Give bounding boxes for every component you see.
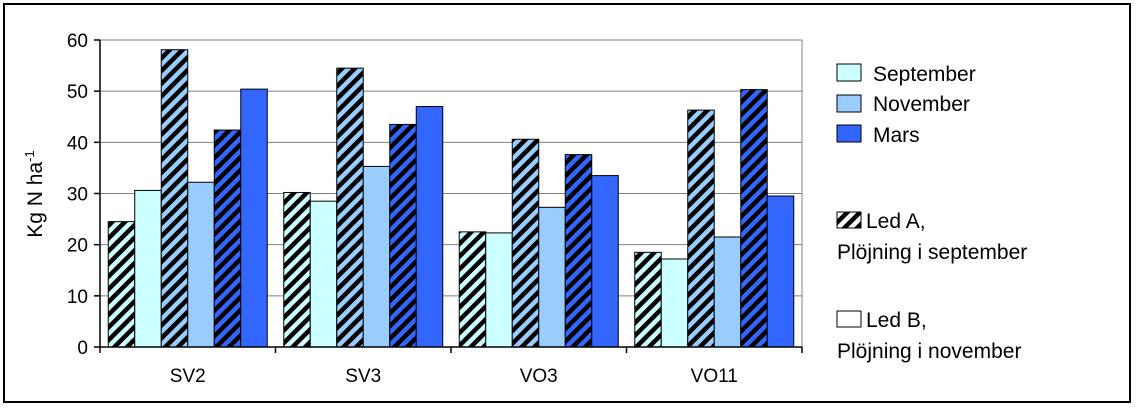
y-axis-label: Kg N ha-1 xyxy=(22,150,47,237)
bar-sv3-november-led-b xyxy=(362,165,391,348)
bar-sv2-november-led-b xyxy=(187,181,215,348)
y-tick-label-20: 20 xyxy=(67,236,88,257)
legend-swatch-led-a xyxy=(836,211,862,229)
bar-tint-vo11-mars xyxy=(741,90,768,347)
bar-tint-vo3-november xyxy=(512,139,539,347)
bars xyxy=(107,49,795,348)
y-tick-label-10: 10 xyxy=(67,287,88,308)
bar-sv2-november-led-a xyxy=(160,49,189,348)
bar-tint-sv2-september xyxy=(108,222,135,347)
bar-sv3-mars-led-b xyxy=(415,106,444,348)
x-tick-label-sv2: SV2 xyxy=(170,366,206,387)
y-tick-label-60: 60 xyxy=(67,31,88,52)
bar-tint-sv3-september xyxy=(284,192,311,347)
legend-label-led-a: Led A, xyxy=(866,210,926,233)
bar-vo3-mars-led-b xyxy=(591,175,619,348)
y-tick-label-0: 0 xyxy=(77,338,88,359)
bar-sv2-mars-led-a xyxy=(213,129,242,348)
bar-tint-sv2-mars xyxy=(214,130,241,347)
y-tick-label-30: 30 xyxy=(67,185,88,206)
x-tick-label-sv3: SV3 xyxy=(345,366,381,387)
legend-swatch-september xyxy=(836,63,862,82)
bar-vo11-november-led-a xyxy=(687,109,715,348)
y-tick-labels: 0 10 20 30 40 50 60 xyxy=(67,31,88,359)
y-axis-label-superscript: -1 xyxy=(22,150,37,162)
x-tick-labels: SV2 SV3 VO3 VO11 xyxy=(170,366,738,387)
x-tick-label-vo11: VO11 xyxy=(691,366,738,387)
bar-tint-sv3-november xyxy=(337,68,364,347)
legend-label-led-b-desc: Plöjning i november xyxy=(837,340,1021,363)
legend-label-september: September xyxy=(873,63,976,86)
x-tick-label-vo3: VO3 xyxy=(520,366,558,387)
bar-vo11-mars-led-b xyxy=(766,195,795,348)
bar-vo3-september-led-b xyxy=(485,232,513,348)
y-tick-label-40: 40 xyxy=(67,133,88,154)
bar-vo11-september-led-b xyxy=(660,258,689,348)
axes xyxy=(94,39,803,353)
bar-tint-vo3-mars xyxy=(565,155,592,347)
bar-tint-vo11-november xyxy=(688,110,715,347)
legend-swatch-led-b xyxy=(836,310,862,328)
bar-tint-sv3-mars xyxy=(390,124,417,347)
legend-swatch-mars xyxy=(836,124,862,143)
legend-label-november: November xyxy=(873,93,970,116)
bar-vo11-november-led-b xyxy=(713,236,742,348)
bar-sv2-mars-led-b xyxy=(240,88,268,348)
bar-sv3-september-led-b xyxy=(309,200,338,348)
bar-sv3-mars-led-a xyxy=(389,123,417,348)
bar-tint-vo11-september xyxy=(635,252,662,347)
bar-sv2-september-led-b xyxy=(134,189,162,348)
legend-label-led-b: Led B, xyxy=(866,309,927,332)
plot-area: 0 10 20 30 40 50 60 SV2 SV3 VO3 VO11 xyxy=(67,31,803,387)
y-tick-label-50: 50 xyxy=(67,82,88,103)
bar-vo3-november-led-a xyxy=(511,138,540,348)
legend-label-mars: Mars xyxy=(873,124,920,147)
legend-label-led-a-desc: Plöjning i september xyxy=(837,241,1027,264)
legend: September November Mars Led A, Plöjning … xyxy=(836,63,1027,363)
legend-swatch-november xyxy=(836,94,862,113)
bar-sv3-november-led-a xyxy=(336,67,364,348)
y-axis-label-text: Kg N ha xyxy=(24,162,47,238)
bar-tint-vo3-september xyxy=(459,232,486,347)
bar-vo3-november-led-b xyxy=(538,206,566,348)
bar-tint-sv2-november xyxy=(161,50,188,347)
